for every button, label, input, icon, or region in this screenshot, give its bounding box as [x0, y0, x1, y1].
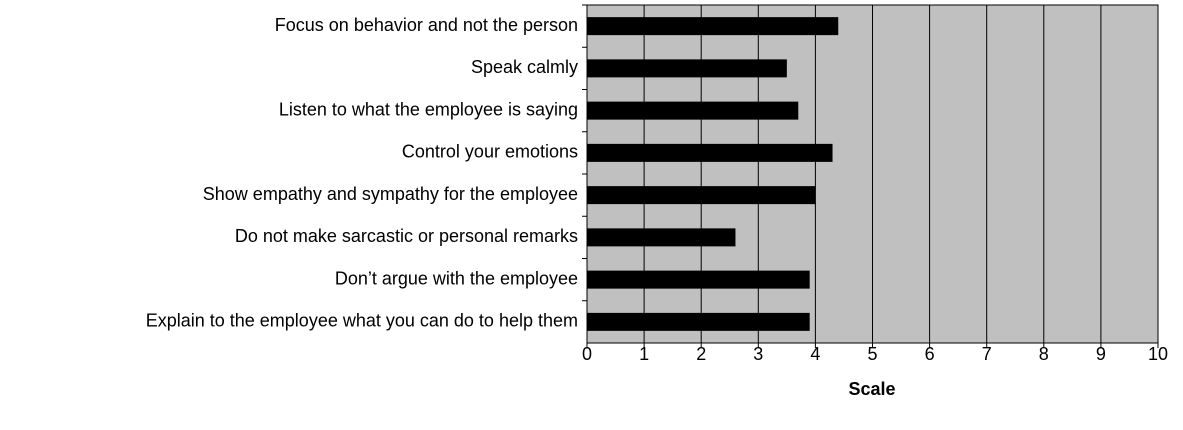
y-tick-label: Don’t argue with the employee: [335, 268, 578, 288]
y-tick-label: Speak calmly: [471, 57, 578, 77]
x-tick-label: 6: [925, 344, 935, 364]
x-tick-label: 8: [1039, 344, 1049, 364]
bar: [587, 228, 736, 247]
bar: [587, 143, 833, 162]
bar: [587, 270, 810, 289]
y-tick-label: Explain to the employee what you can do …: [146, 311, 578, 331]
x-tick-label: 3: [753, 344, 763, 364]
x-tick-label: 0: [582, 344, 592, 364]
bar: [587, 101, 799, 120]
x-tick-label: 10: [1148, 344, 1168, 364]
y-tick-label: Focus on behavior and not the person: [275, 15, 578, 35]
x-tick-label: 1: [639, 344, 649, 364]
bar: [587, 17, 839, 36]
x-tick-label: 9: [1096, 344, 1106, 364]
y-tick-label: Listen to what the employee is saying: [279, 99, 578, 119]
x-tick-label: 2: [696, 344, 706, 364]
bar: [587, 186, 816, 205]
x-tick-label: 4: [810, 344, 820, 364]
bar: [587, 312, 810, 331]
x-tick-label: 7: [982, 344, 992, 364]
y-tick-label: Control your emotions: [402, 142, 578, 162]
x-tick-label: 5: [867, 344, 877, 364]
bar: [587, 59, 787, 78]
x-axis-title: Scale: [848, 379, 895, 399]
y-tick-label: Do not make sarcastic or personal remark…: [235, 226, 578, 246]
y-tick-label: Show empathy and sympathy for the employ…: [203, 184, 578, 204]
